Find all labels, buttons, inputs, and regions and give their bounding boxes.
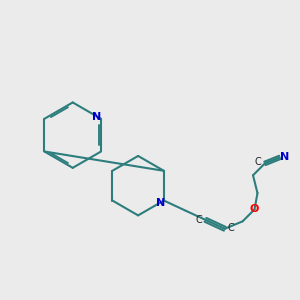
Text: N: N bbox=[156, 199, 166, 208]
Text: N: N bbox=[280, 152, 290, 161]
Text: N: N bbox=[92, 112, 101, 122]
Text: C: C bbox=[196, 215, 202, 225]
Text: O: O bbox=[250, 204, 259, 214]
Text: C: C bbox=[228, 223, 235, 233]
Text: C: C bbox=[255, 157, 262, 167]
